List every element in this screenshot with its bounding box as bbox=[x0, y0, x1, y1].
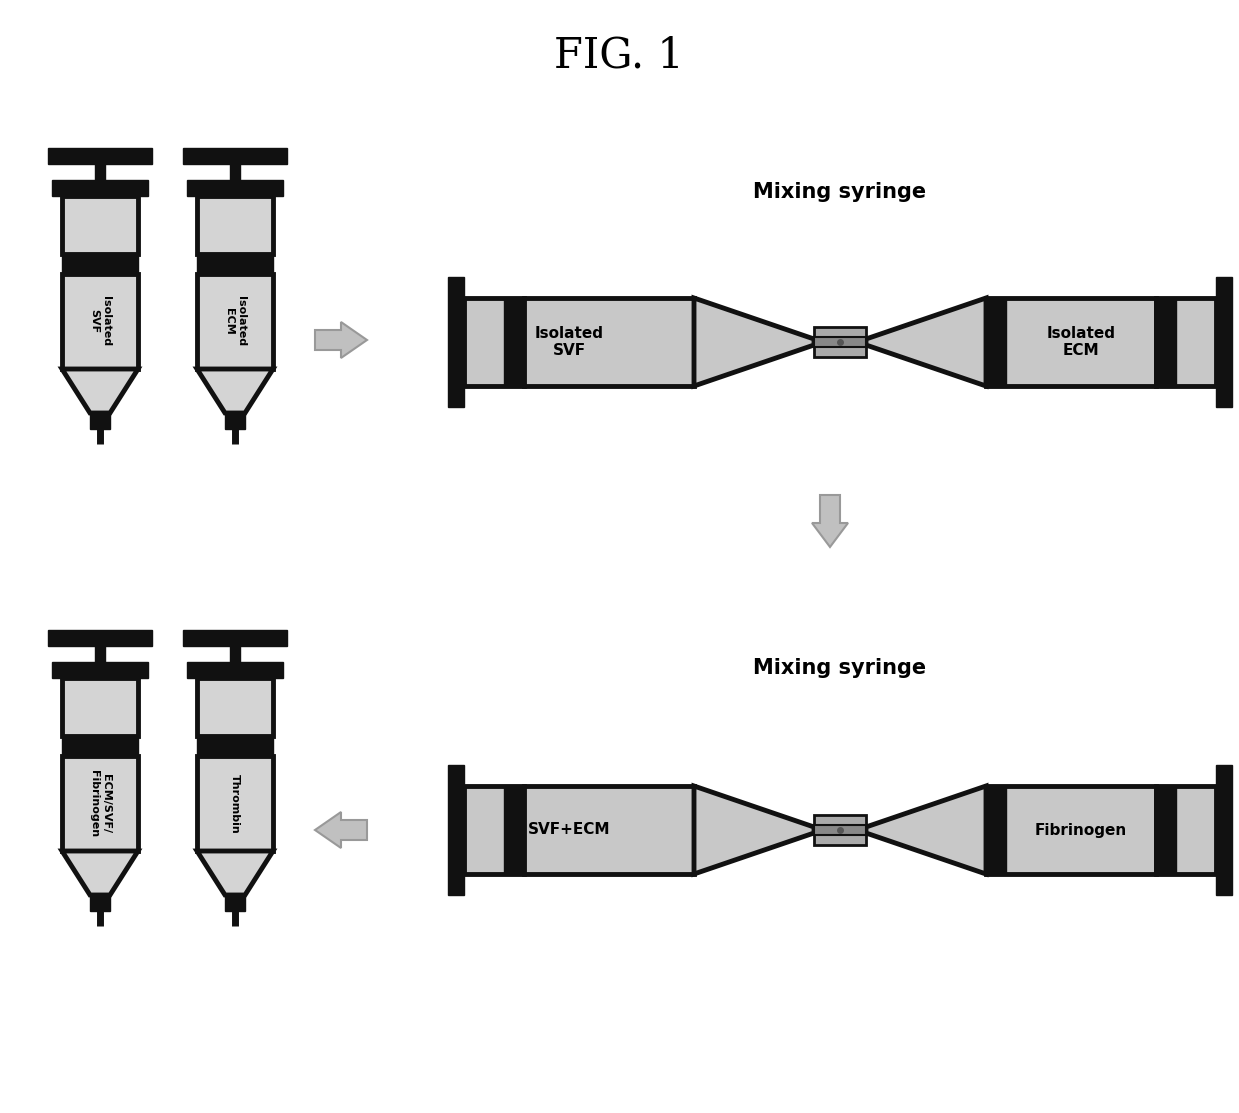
FancyBboxPatch shape bbox=[48, 630, 152, 646]
FancyBboxPatch shape bbox=[814, 815, 866, 845]
FancyBboxPatch shape bbox=[986, 298, 1006, 386]
FancyBboxPatch shape bbox=[463, 298, 524, 386]
FancyBboxPatch shape bbox=[463, 786, 524, 874]
FancyBboxPatch shape bbox=[95, 164, 105, 180]
FancyBboxPatch shape bbox=[183, 630, 287, 646]
FancyBboxPatch shape bbox=[197, 736, 273, 756]
FancyBboxPatch shape bbox=[90, 413, 110, 429]
FancyBboxPatch shape bbox=[504, 786, 524, 874]
FancyBboxPatch shape bbox=[230, 164, 240, 180]
FancyBboxPatch shape bbox=[1156, 298, 1176, 386]
Polygon shape bbox=[62, 851, 138, 895]
FancyBboxPatch shape bbox=[1156, 786, 1215, 874]
Polygon shape bbox=[866, 298, 986, 386]
Text: Thrombin: Thrombin bbox=[230, 774, 240, 834]
Text: SVF+ECM: SVF+ECM bbox=[528, 823, 611, 837]
Text: Isolated
SVF: Isolated SVF bbox=[534, 326, 603, 358]
FancyBboxPatch shape bbox=[814, 337, 866, 347]
FancyBboxPatch shape bbox=[197, 196, 273, 254]
FancyBboxPatch shape bbox=[986, 786, 1156, 874]
Text: Isolated
ECM: Isolated ECM bbox=[224, 296, 245, 346]
FancyBboxPatch shape bbox=[62, 274, 138, 370]
FancyBboxPatch shape bbox=[524, 298, 694, 386]
Text: Isolated
SVF: Isolated SVF bbox=[89, 296, 110, 346]
FancyBboxPatch shape bbox=[52, 662, 147, 678]
FancyBboxPatch shape bbox=[62, 678, 138, 736]
Polygon shape bbox=[694, 786, 814, 874]
Text: FIG. 1: FIG. 1 bbox=[554, 35, 684, 76]
FancyBboxPatch shape bbox=[986, 786, 1006, 874]
FancyBboxPatch shape bbox=[1215, 277, 1232, 407]
Polygon shape bbox=[197, 370, 273, 413]
FancyBboxPatch shape bbox=[1156, 298, 1215, 386]
Polygon shape bbox=[315, 322, 367, 358]
FancyBboxPatch shape bbox=[1215, 765, 1232, 895]
FancyBboxPatch shape bbox=[187, 662, 282, 678]
FancyBboxPatch shape bbox=[504, 298, 524, 386]
Text: Mixing syringe: Mixing syringe bbox=[753, 658, 927, 678]
FancyBboxPatch shape bbox=[62, 756, 138, 851]
FancyBboxPatch shape bbox=[814, 825, 866, 835]
FancyBboxPatch shape bbox=[52, 180, 147, 196]
Polygon shape bbox=[866, 786, 986, 874]
FancyBboxPatch shape bbox=[225, 895, 245, 912]
Polygon shape bbox=[315, 812, 367, 848]
FancyBboxPatch shape bbox=[90, 895, 110, 912]
FancyBboxPatch shape bbox=[225, 413, 245, 429]
FancyBboxPatch shape bbox=[197, 678, 273, 736]
FancyBboxPatch shape bbox=[62, 254, 138, 274]
FancyBboxPatch shape bbox=[197, 756, 273, 851]
FancyBboxPatch shape bbox=[230, 646, 240, 662]
FancyBboxPatch shape bbox=[48, 148, 152, 164]
Text: ECM/SVF/
Fibrinogen: ECM/SVF/ Fibrinogen bbox=[89, 770, 110, 837]
FancyBboxPatch shape bbox=[62, 196, 138, 254]
FancyBboxPatch shape bbox=[62, 736, 138, 756]
FancyBboxPatch shape bbox=[187, 180, 282, 196]
FancyBboxPatch shape bbox=[524, 786, 694, 874]
FancyBboxPatch shape bbox=[986, 298, 1156, 386]
FancyBboxPatch shape bbox=[814, 327, 866, 357]
Polygon shape bbox=[197, 851, 273, 895]
FancyBboxPatch shape bbox=[197, 274, 273, 370]
FancyBboxPatch shape bbox=[1156, 786, 1176, 874]
Polygon shape bbox=[694, 298, 814, 386]
FancyBboxPatch shape bbox=[95, 646, 105, 662]
Text: Fibrinogen: Fibrinogen bbox=[1035, 823, 1127, 837]
Text: Isolated
ECM: Isolated ECM bbox=[1047, 326, 1115, 358]
FancyBboxPatch shape bbox=[197, 254, 273, 274]
FancyBboxPatch shape bbox=[183, 148, 287, 164]
Polygon shape bbox=[62, 370, 138, 413]
Polygon shape bbox=[812, 495, 847, 546]
FancyBboxPatch shape bbox=[449, 765, 463, 895]
Text: Mixing syringe: Mixing syringe bbox=[753, 183, 927, 201]
FancyBboxPatch shape bbox=[449, 277, 463, 407]
